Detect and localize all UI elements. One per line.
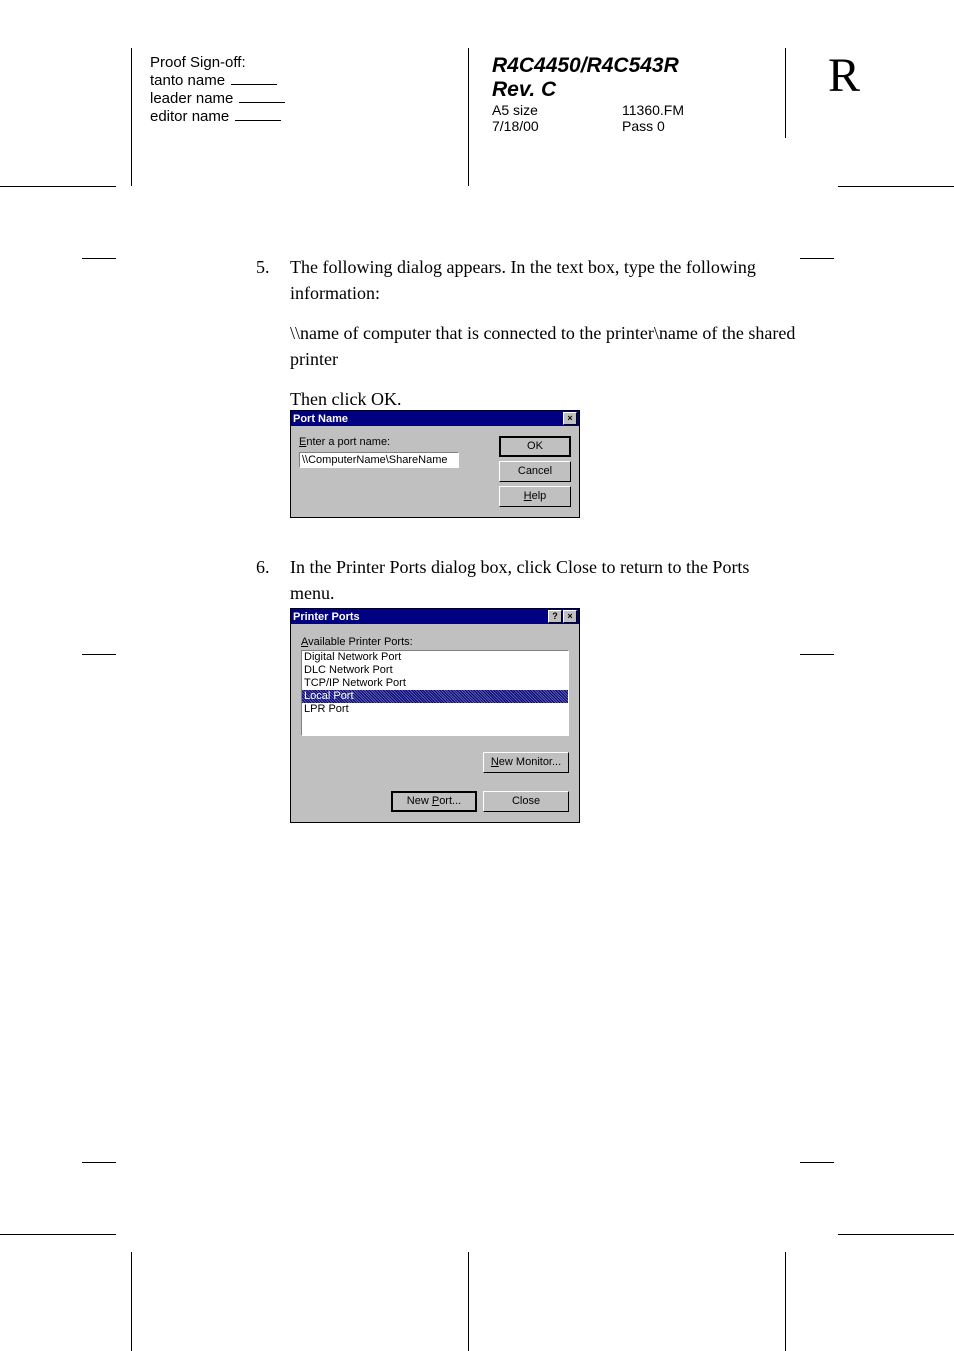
port-name-dialog: Port Name × Enter a port name: OK Cancel… (290, 410, 580, 518)
doc-file: 11360.FM (622, 102, 684, 118)
page-side-indicator: R (828, 48, 860, 103)
doc-date: 7/18/00 (492, 118, 622, 134)
port-name-titlebar: Port Name × (291, 411, 579, 426)
doc-rev: Rev. C (492, 78, 684, 102)
signoff-heading: Proof Sign-off: (150, 54, 285, 72)
step-6-text: In the Printer Ports dialog box, click C… (290, 554, 796, 606)
ok-button[interactable]: OK (499, 436, 571, 457)
signoff-row-0: tanto name (150, 72, 225, 89)
step-5-then: Then click OK. (290, 386, 796, 412)
available-ports-label: Available Printer Ports: (301, 636, 569, 648)
list-item[interactable]: Local Port (302, 690, 568, 703)
close-icon[interactable]: × (563, 610, 577, 623)
step-5-number: 5. (256, 254, 290, 306)
list-item[interactable]: LPR Port (302, 703, 568, 716)
close-icon[interactable]: × (563, 412, 577, 425)
list-item[interactable]: DLC Network Port (302, 664, 568, 677)
close-button[interactable]: Close (483, 791, 569, 812)
list-item[interactable]: Digital Network Port (302, 651, 568, 664)
port-name-title: Port Name (293, 413, 348, 425)
help-button[interactable]: Help (499, 486, 571, 507)
printer-ports-dialog: Printer Ports ? × Available Printer Port… (290, 608, 580, 823)
new-monitor-button[interactable]: New Monitor... (483, 752, 569, 773)
printer-ports-title: Printer Ports (293, 611, 360, 623)
port-name-label: Enter a port name: (299, 436, 499, 448)
printer-ports-titlebar: Printer Ports ? × (291, 609, 579, 624)
list-item[interactable]: TCP/IP Network Port (302, 677, 568, 690)
signoff-row-1: leader name (150, 90, 233, 107)
port-name-input[interactable] (299, 452, 459, 468)
step-6-number: 6. (256, 554, 290, 606)
step-5-text: The following dialog appears. In the tex… (290, 254, 796, 306)
document-id-block: R4C4450/R4C543R Rev. C A5 size 11360.FM … (492, 54, 684, 134)
step-5-path: \\name of computer that is connected to … (290, 320, 796, 372)
help-icon[interactable]: ? (548, 610, 562, 623)
doc-size: A5 size (492, 102, 622, 118)
proof-signoff: Proof Sign-off: tanto name leader name e… (150, 54, 285, 126)
signoff-row-2: editor name (150, 108, 229, 125)
available-ports-listbox[interactable]: Digital Network PortDLC Network PortTCP/… (301, 650, 569, 736)
doc-title: R4C4450/R4C543R (492, 54, 684, 78)
doc-pass: Pass 0 (622, 118, 665, 134)
new-port-button[interactable]: New Port... (391, 791, 477, 812)
cancel-button[interactable]: Cancel (499, 461, 571, 482)
